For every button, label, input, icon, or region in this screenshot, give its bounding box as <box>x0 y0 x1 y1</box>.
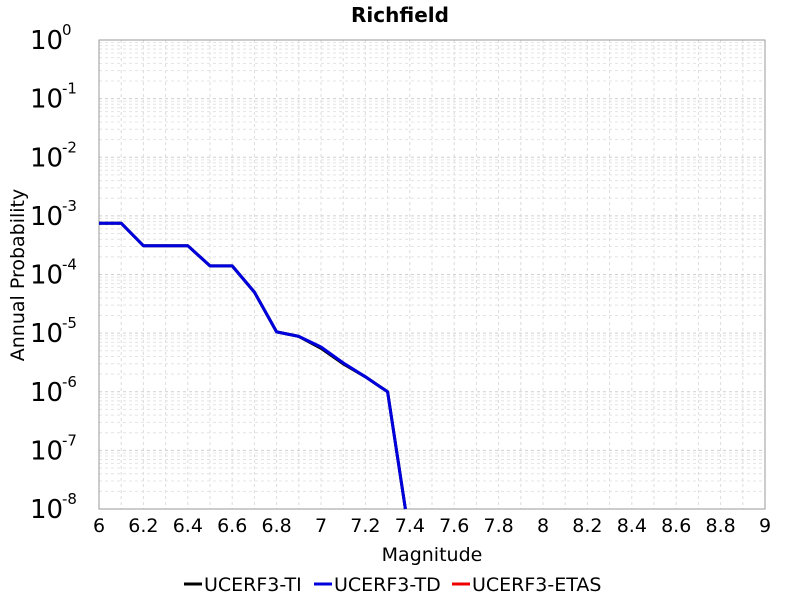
series-line-ucerf3-ti <box>99 221 407 510</box>
series-lines <box>99 221 407 510</box>
y-tick-exponent: -5 <box>62 314 77 332</box>
x-tick-label: 7 <box>315 515 327 537</box>
y-tick-label: 10 <box>30 261 63 291</box>
grid <box>98 40 766 510</box>
x-axis-label: Magnitude <box>382 544 483 566</box>
x-tick-label: 8.4 <box>617 515 647 537</box>
y-tick-exponent: -4 <box>62 256 77 274</box>
y-tick-exponent: -3 <box>62 197 77 215</box>
y-tick-exponent: -2 <box>62 138 77 156</box>
y-tick-exponent: -8 <box>62 490 77 508</box>
x-ticks: 6 6.2 6.4 6.6 6.8 7 7.2 7.4 7.6 7.8 8 8.2 8.4 8.6 8.8 9 <box>93 515 771 537</box>
legend-label: UCERF3-TI <box>204 574 302 596</box>
y-tick-label: 10 <box>30 202 63 232</box>
x-tick-label: 8.6 <box>661 515 691 537</box>
y-tick-label: 10 <box>30 85 63 115</box>
y-tick-label: 10 <box>30 436 63 466</box>
y-tick-exponent: -1 <box>62 80 77 98</box>
series-line-ucerf3-td <box>99 221 407 510</box>
x-tick-label: 6.8 <box>261 515 291 537</box>
y-tick-exponent: -6 <box>62 373 77 391</box>
legend-label: UCERF3-TD <box>334 574 441 596</box>
x-tick-label: 7.2 <box>350 515 380 537</box>
x-tick-label: 6.6 <box>217 515 247 537</box>
x-tick-label: 8.2 <box>572 515 602 537</box>
x-tick-label: 7.4 <box>395 515 425 537</box>
x-tick-label: 6 <box>93 515 105 537</box>
y-tick-label: 10 <box>30 495 63 525</box>
y-tick-label: 10 <box>30 143 63 173</box>
legend: UCERF3-TI UCERF3-TD UCERF3-ETAS <box>184 574 601 596</box>
legend-label: UCERF3-ETAS <box>472 574 601 596</box>
plot-area <box>98 39 766 510</box>
y-axis-label: Annual Probability <box>7 189 29 362</box>
x-tick-label: 9 <box>759 515 771 537</box>
y-tick-label: 10 <box>30 378 63 408</box>
x-tick-label: 8.8 <box>705 515 735 537</box>
y-tick-exponent: 0 <box>62 21 72 39</box>
x-tick-label: 7.8 <box>483 515 513 537</box>
x-tick-label: 6.2 <box>128 515 158 537</box>
y-tick-exponent: -7 <box>62 431 77 449</box>
x-tick-label: 7.6 <box>439 515 469 537</box>
x-tick-label: 6.4 <box>173 515 203 537</box>
y-tick-label: 10 <box>30 26 63 56</box>
x-tick-label: 8 <box>537 515 549 537</box>
y-tick-label: 10 <box>30 319 63 349</box>
chart-title: Richfield <box>351 3 449 27</box>
